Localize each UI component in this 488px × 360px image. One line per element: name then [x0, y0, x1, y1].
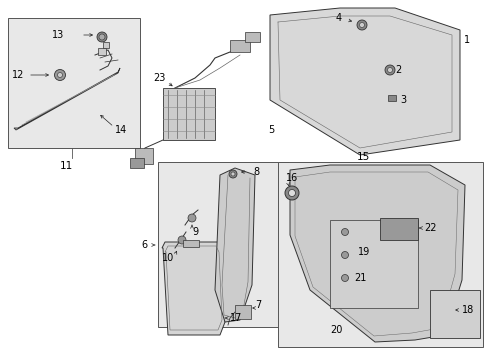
Bar: [98, 48, 106, 55]
Bar: [8, 18, 140, 148]
Circle shape: [99, 34, 105, 40]
Bar: [135, 148, 153, 164]
Text: 10: 10: [162, 253, 174, 263]
Text: 18: 18: [461, 305, 473, 315]
Bar: [229, 40, 249, 52]
Bar: [387, 95, 395, 101]
Bar: [130, 158, 143, 168]
Bar: [158, 162, 287, 327]
Text: 2: 2: [394, 65, 401, 75]
Text: 23: 23: [153, 73, 165, 83]
Text: 12: 12: [12, 70, 24, 80]
Text: 1: 1: [463, 35, 469, 45]
Bar: [103, 42, 109, 48]
Circle shape: [230, 172, 235, 176]
Circle shape: [285, 186, 298, 200]
Text: 4: 4: [335, 13, 342, 23]
Circle shape: [341, 229, 348, 235]
Circle shape: [187, 214, 196, 222]
Bar: [183, 240, 199, 247]
Circle shape: [384, 65, 394, 75]
Circle shape: [386, 68, 392, 72]
Bar: [163, 88, 215, 140]
Text: 3: 3: [399, 95, 406, 105]
Bar: [278, 162, 482, 347]
Text: 16: 16: [285, 173, 298, 183]
Circle shape: [288, 189, 295, 197]
Text: 15: 15: [356, 152, 369, 162]
Circle shape: [359, 23, 364, 27]
Text: 19: 19: [357, 247, 369, 257]
Polygon shape: [269, 8, 459, 155]
Text: 5: 5: [267, 125, 274, 135]
Bar: [244, 32, 260, 42]
Polygon shape: [162, 242, 224, 335]
Text: 22: 22: [423, 223, 436, 233]
Circle shape: [341, 274, 348, 282]
Text: 14: 14: [115, 125, 127, 135]
Text: 13: 13: [52, 30, 64, 40]
Circle shape: [228, 170, 237, 178]
Circle shape: [58, 72, 62, 77]
Circle shape: [54, 69, 65, 81]
Polygon shape: [14, 68, 120, 130]
Circle shape: [356, 20, 366, 30]
Circle shape: [97, 32, 107, 42]
Bar: [235, 305, 250, 319]
Circle shape: [341, 252, 348, 258]
Circle shape: [178, 236, 185, 244]
Bar: [379, 218, 417, 240]
Text: 7: 7: [254, 300, 261, 310]
Text: 6: 6: [141, 240, 147, 250]
Text: 21: 21: [353, 273, 366, 283]
Text: 11: 11: [59, 161, 73, 171]
Polygon shape: [215, 168, 254, 322]
Text: 20: 20: [329, 325, 342, 335]
Bar: [429, 290, 479, 338]
Text: 8: 8: [252, 167, 259, 177]
Text: 9: 9: [192, 227, 198, 237]
Text: 17: 17: [229, 313, 242, 323]
Polygon shape: [289, 165, 464, 342]
Bar: [329, 220, 417, 308]
